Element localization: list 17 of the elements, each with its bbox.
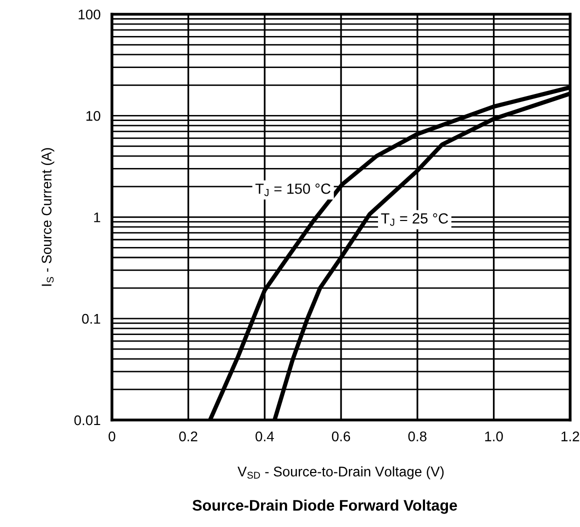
y-tick-label: 100 — [78, 10, 100, 20]
y-axis-title: I$_{S}$ - Source Current (A) — [41, 148, 54, 286]
x-tick-label: 0.2 — [179, 431, 198, 442]
y-tick-label: 0.1 — [82, 314, 100, 324]
x-tick-label: 0.4 — [256, 431, 274, 442]
x-tick-label: 0 — [108, 431, 116, 442]
x-tick-label: 0.6 — [332, 431, 350, 442]
x-axis-title: V$_{SD}$ - Source-to-Drain Voltage (V) — [238, 466, 444, 480]
series-label: T$_{J}$ = 25 °C — [381, 213, 448, 226]
series-label: T$_{J}$ = 150 °C — [255, 184, 330, 196]
x-tick-label: 1.0 — [485, 431, 503, 442]
y-tick-label: 1 — [94, 212, 100, 222]
y-tick-label: 10 — [86, 111, 100, 121]
text: Source-Drain Diode Forward Voltage — [192, 500, 457, 514]
x-tick-label: 0.8 — [408, 431, 426, 442]
x-tick-label: 1.2 — [562, 431, 580, 442]
y-tick-label: 0.01 — [74, 415, 100, 426]
